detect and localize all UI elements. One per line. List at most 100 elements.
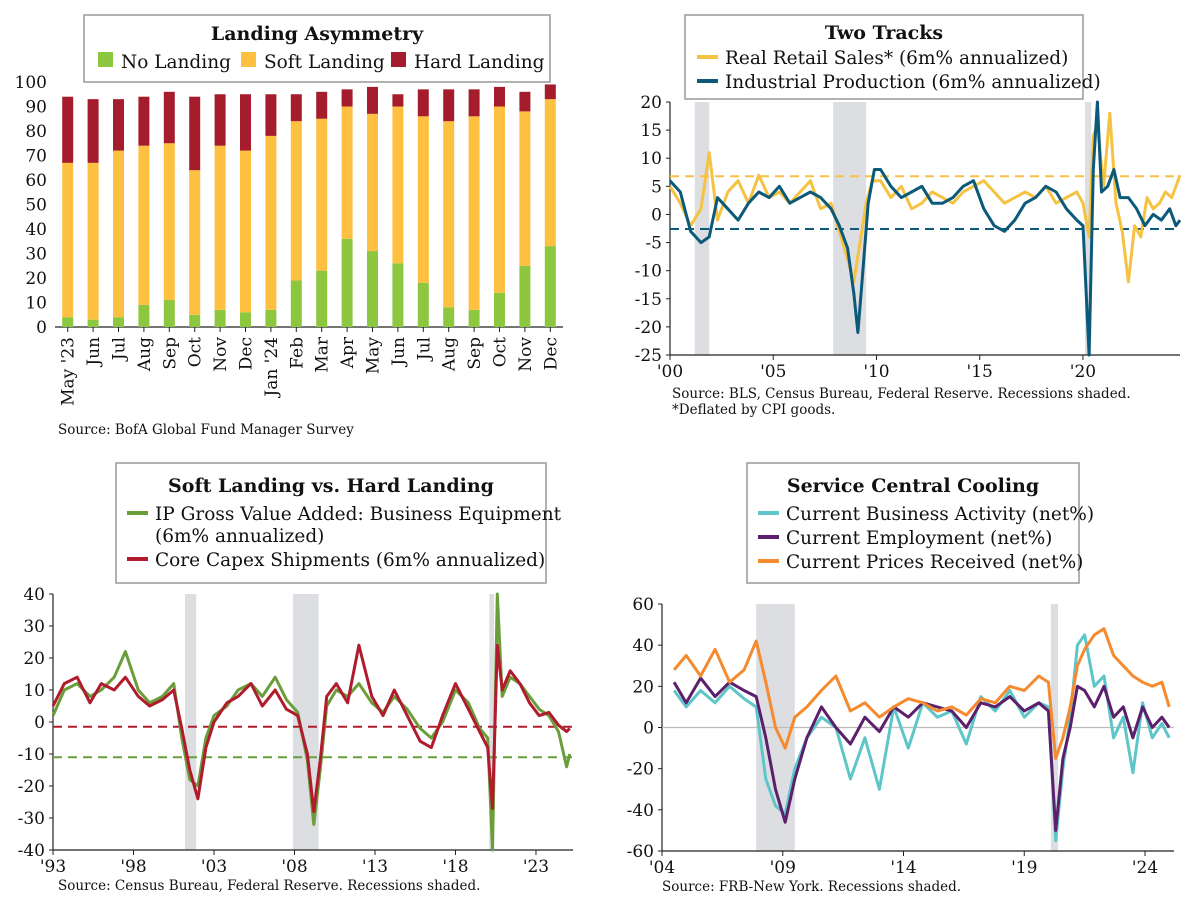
bar-soft-landing	[240, 150, 251, 313]
y-tick-label: 5	[651, 177, 662, 197]
x-tick-label: May '23	[59, 337, 79, 406]
bar-hard-landing	[62, 96, 74, 163]
x-tick-label: Nov	[516, 337, 536, 372]
series-line-industrial-production	[668, 100, 1182, 357]
x-tick-label: '03	[201, 857, 227, 877]
bar-hard-landing	[138, 96, 150, 146]
bar-no-landing	[392, 263, 404, 327]
bar-hard-landing	[443, 89, 455, 122]
legend-swatch-no-landing	[98, 52, 113, 67]
x-tick-label: '23	[523, 857, 549, 877]
y-tick-label: 20	[640, 93, 662, 113]
bar-hard-landing	[163, 91, 175, 144]
bar-no-landing	[316, 270, 328, 327]
bar-no-landing	[494, 292, 505, 327]
bar-hard-landing	[290, 94, 302, 122]
legend-label-capex: Core Capex Shipments (6m% annualized)	[155, 550, 545, 571]
x-tick-label: Jan '24	[262, 337, 282, 399]
x-tick-label: '05	[760, 362, 786, 382]
x-tick-label: '14	[890, 858, 916, 878]
legend-label-soft-landing: Soft Landing	[264, 52, 385, 73]
soft-vs-hard-panel: Soft Landing vs. Hard Landing IP Gross V…	[18, 462, 573, 894]
series-line-prices-received	[672, 627, 1171, 760]
bar-no-landing	[341, 238, 353, 327]
landing-x-axis: May '23 Jun Jul Aug Sep Oct Nov Dec Jan '24 Feb Ma…	[59, 327, 561, 406]
y-tick-label: 100	[15, 73, 47, 93]
bar-no-landing	[163, 300, 175, 327]
bar-hard-landing	[468, 89, 480, 117]
recession-band	[185, 594, 197, 850]
y-tick-label: 0	[651, 205, 662, 225]
x-tick-label: May	[364, 337, 384, 375]
bar-no-landing	[87, 319, 99, 327]
bar-no-landing	[290, 280, 302, 327]
x-tick-label: '08	[281, 857, 307, 877]
x-tick-label: Sep	[160, 337, 180, 370]
y-tick-label: -25	[635, 346, 662, 366]
x-tick-label: Apr	[338, 336, 358, 369]
y-tick-label: 0	[643, 719, 654, 739]
bar-hard-landing	[240, 94, 251, 151]
bar-hard-landing	[417, 89, 429, 117]
bar-no-landing	[113, 317, 124, 327]
y-tick-label: -10	[18, 745, 45, 765]
bar-no-landing	[519, 265, 531, 327]
bar-no-landing	[240, 312, 251, 327]
x-tick-label: '24	[1132, 858, 1158, 878]
bar-soft-landing	[367, 113, 378, 252]
bar-no-landing	[468, 309, 480, 327]
y-tick-label: 70	[25, 147, 47, 167]
x-tick-label: Oct	[186, 337, 206, 367]
bar-hard-landing	[214, 94, 226, 146]
y-tick-label: 0	[36, 318, 47, 338]
series-line-retail-sales	[668, 111, 1182, 284]
bar-soft-landing	[443, 121, 455, 308]
bar-no-landing	[544, 246, 556, 327]
bar-soft-landing	[138, 145, 150, 305]
legend-label-prices: Current Prices Received (net%)	[786, 552, 1083, 573]
x-tick-label: '04	[649, 858, 675, 878]
legend-label-ip: Industrial Production (6m% annualized)	[725, 72, 1101, 93]
capex-source: Source: Census Bureau, Federal Reserve. …	[58, 878, 480, 894]
y-tick-label: 0	[34, 713, 45, 733]
x-tick-label: Jul	[110, 337, 130, 362]
bar-soft-landing	[62, 162, 74, 318]
y-tick-label: -10	[635, 262, 662, 282]
capex-plot: 40 30 20 10 0 -10 -20 -30 -40'93 '98 '03 '08 '13 '18 '…	[18, 585, 573, 877]
x-tick-label: '10	[863, 362, 889, 382]
bar-hard-landing	[113, 99, 124, 151]
bar-hard-landing	[494, 86, 505, 107]
tracks-footnote: *Deflated by CPI goods.	[672, 402, 835, 418]
y-tick-label: -20	[627, 760, 654, 780]
y-tick-label: 20	[632, 677, 654, 697]
y-tick-label: -30	[18, 809, 45, 829]
services-source: Source: FRB-New York. Recessions shaded.	[662, 879, 961, 895]
services-chart-title: Service Central Cooling	[787, 475, 1039, 497]
legend-label-ip-equipment-unit: (6m% annualized)	[155, 526, 324, 547]
series-line-core-capex	[51, 643, 571, 814]
y-tick-label: 10	[640, 149, 662, 169]
bar-soft-landing	[519, 111, 531, 266]
y-tick-label: 40	[25, 220, 47, 240]
y-tick-label: 60	[25, 171, 47, 191]
landing-source: Source: BofA Global Fund Manager Survey	[58, 422, 354, 438]
bar-no-landing	[62, 317, 74, 327]
services-plot: 60 40 20 0 -20 -40 -60'04 '09 '14 '19 '24	[627, 595, 1174, 878]
bar-no-landing	[189, 314, 201, 327]
bar-soft-landing	[214, 145, 226, 310]
y-tick-label: 40	[632, 636, 654, 656]
bar-soft-landing	[494, 106, 505, 293]
capex-legend-box	[115, 462, 547, 584]
bar-soft-landing	[468, 116, 480, 310]
x-tick-label: Jun	[84, 337, 104, 368]
bar-soft-landing	[189, 170, 201, 315]
x-tick-label: Feb	[287, 337, 307, 369]
x-tick-label: '13	[362, 857, 388, 877]
bar-soft-landing	[265, 135, 277, 310]
x-tick-label: Jun	[389, 337, 409, 368]
y-tick-label: -20	[635, 318, 662, 338]
y-tick-label: 40	[23, 585, 45, 605]
capex-chart-title: Soft Landing vs. Hard Landing	[168, 475, 494, 497]
x-tick-label: '00	[657, 362, 683, 382]
services-legend-box	[746, 462, 1080, 584]
